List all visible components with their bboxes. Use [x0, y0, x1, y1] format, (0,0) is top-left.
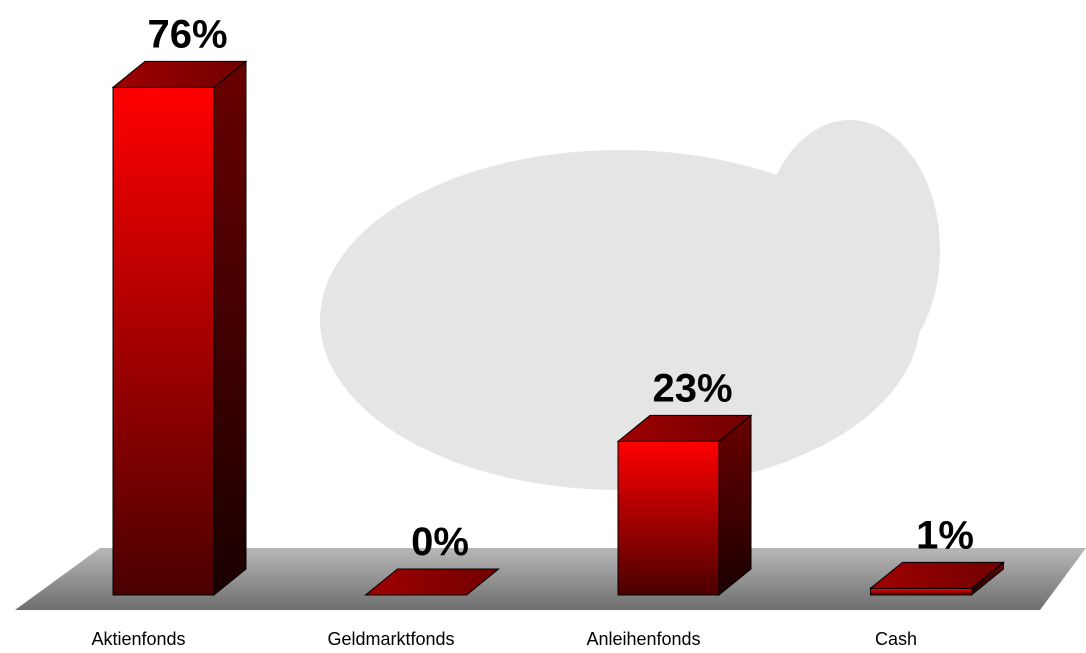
bar-front: [870, 587, 972, 596]
bar: [869, 561, 1005, 597]
bar: [364, 568, 500, 596]
value-label: 76%: [147, 12, 227, 56]
bar-top: [111, 60, 248, 88]
bar-side: [718, 414, 752, 597]
value-label: 1%: [916, 513, 974, 557]
category-label: Aktienfonds: [91, 629, 185, 649]
background: [320, 120, 940, 490]
value-label: 23%: [652, 366, 732, 410]
category-label: Anleihenfonds: [586, 629, 700, 649]
bar-top: [364, 568, 500, 596]
bar-top: [616, 414, 753, 442]
floor: [15, 548, 1086, 610]
bar: [616, 414, 753, 597]
bar-side: [213, 60, 247, 597]
category-label: Cash: [875, 629, 917, 649]
bar-front: [617, 440, 720, 596]
bar: [111, 60, 248, 597]
bar-top: [869, 561, 1005, 589]
bar-front: [112, 86, 215, 596]
value-label: 0%: [411, 520, 469, 564]
category-label: Geldmarktfonds: [327, 629, 454, 649]
